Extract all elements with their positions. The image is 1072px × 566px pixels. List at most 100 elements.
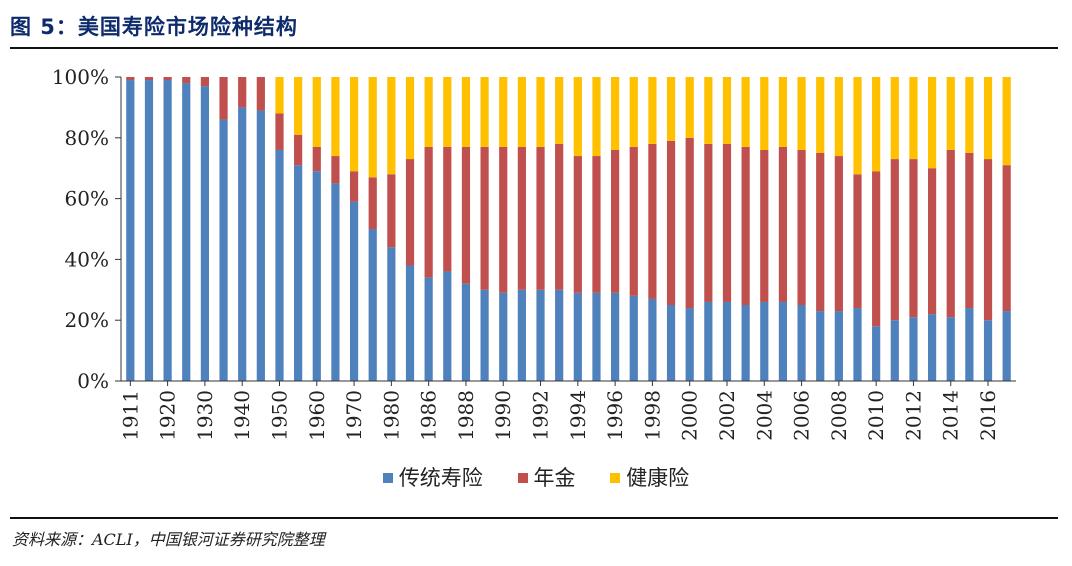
bar-segment-annuity (312, 146, 321, 172)
bar-segment-traditional-life (275, 149, 284, 381)
bar-segment-health (592, 77, 601, 157)
bar-segment-health (611, 77, 620, 150)
x-tick-label: 1994 (566, 390, 590, 441)
y-tick-label: 100% (52, 65, 109, 89)
bar-segment-annuity (872, 171, 881, 327)
bar-segment-health (312, 77, 321, 147)
bar-segment-annuity (368, 177, 377, 229)
bar-segment-health (629, 77, 638, 147)
bar-segment-traditional-life (872, 326, 881, 381)
source-note: 资料来源：ACLI，中国银河证券研究院整理 (12, 530, 325, 549)
bar-segment-health (294, 77, 303, 135)
bar-segment-annuity (331, 156, 340, 184)
bar-segment-health (927, 77, 937, 169)
bar-segment-traditional-life (909, 317, 918, 381)
x-tick-label: 1911 (118, 390, 142, 441)
bar-segment-annuity (834, 156, 843, 312)
bar-segment-traditional-life (648, 298, 657, 381)
y-tick-label: 80% (65, 126, 109, 150)
bar-segment-traditional-life (555, 289, 564, 381)
title-divider (10, 47, 1058, 49)
bar-segment-traditional-life (144, 80, 154, 381)
bar-segment-traditional-life (741, 305, 750, 381)
legend-item-traditional-life: 传统寿险 (382, 462, 483, 492)
bar-segment-health (816, 77, 825, 153)
bar-segment-annuity (741, 146, 750, 305)
bar-segment-health (480, 77, 489, 147)
bar-segment-health (536, 77, 545, 147)
bar-segment-annuity (349, 171, 359, 202)
bar-segment-annuity (461, 146, 471, 284)
bar-segment-traditional-life (238, 107, 247, 382)
x-tick-label: 2006 (790, 390, 814, 441)
bar-segment-traditional-life (704, 301, 713, 381)
bar-segment-annuity (182, 77, 191, 84)
bar-segment-annuity (1002, 165, 1011, 312)
bar-segment-health (573, 77, 582, 157)
bar-segment-traditional-life (517, 289, 526, 381)
bar-segment-health (648, 77, 657, 144)
bar-segment-health (368, 77, 377, 178)
stacked-bar-chart: 0% 20% 40% 60% 80% 100% 1911 1920 1930 1940 1950 19… (52, 65, 1016, 441)
bar-segment-annuity (126, 77, 135, 81)
bar-segment-annuity (946, 149, 955, 318)
bar-segment-annuity (611, 149, 620, 293)
bar-segment-traditional-life (182, 83, 191, 381)
bar-segment-annuity (909, 159, 918, 318)
bar-segment-traditional-life (219, 119, 228, 381)
bar-segment-health (1002, 77, 1011, 166)
bar-segment-health (499, 77, 508, 147)
legend-swatch-annuity (517, 473, 528, 483)
bar-segment-annuity (592, 156, 601, 293)
bar-segment-health (853, 77, 862, 175)
x-tick-label: 1986 (417, 390, 441, 441)
bar-segment-health (331, 77, 340, 157)
x-tick-label: 1990 (491, 390, 515, 441)
x-tick-label: 1992 (529, 390, 553, 441)
x-tick-label: 1996 (603, 390, 627, 441)
bar-segment-annuity (778, 146, 788, 302)
bar-segment-traditional-life (890, 320, 899, 381)
bar-segment-annuity (517, 146, 526, 290)
bar-segment-health (722, 77, 732, 144)
bar-segment-traditional-life (965, 308, 974, 381)
bar-segment-annuity (722, 143, 732, 302)
bar-segment-health (555, 77, 564, 144)
x-tick-label: 1970 (342, 390, 366, 441)
bar-segment-traditional-life (927, 314, 937, 381)
legend-label-annuity: 年金 (533, 466, 576, 490)
bar-segment-traditional-life (480, 289, 489, 381)
bar-segment-traditional-life (983, 320, 993, 381)
bar-segment-traditional-life (387, 247, 396, 381)
bar-segment-traditional-life (499, 292, 508, 381)
bar-segment-annuity (760, 149, 769, 302)
bar-segment-annuity (144, 77, 154, 81)
x-tick-label: 1950 (268, 390, 292, 441)
bar-segment-traditional-life (349, 201, 359, 381)
bar-segment-health (872, 77, 881, 172)
bar-segment-traditional-life (443, 271, 452, 381)
bar-segment-health (387, 77, 396, 175)
bar-segment-traditional-life (611, 292, 620, 381)
bar-segment-annuity (238, 77, 247, 108)
x-tick-label: 1998 (640, 390, 664, 441)
chart-legend: 传统寿险 年金 健康险 (0, 462, 1072, 492)
bar-segment-health (741, 77, 750, 147)
bar-segment-health (405, 77, 415, 160)
bar-segment-health (704, 77, 713, 144)
bar-segment-annuity (387, 174, 396, 248)
bar-segment-health (517, 77, 526, 147)
y-tick-label: 40% (65, 247, 109, 271)
bar-segment-annuity (797, 149, 806, 305)
bar-segment-annuity (685, 137, 694, 309)
y-tick-label: 60% (65, 187, 109, 211)
bar-segment-traditional-life (331, 183, 340, 381)
x-tick-label: 1988 (454, 390, 478, 441)
bar-segment-traditional-life (126, 80, 135, 381)
bar-segment-health (834, 77, 843, 157)
bar-segment-traditional-life (461, 283, 471, 381)
bar-segment-traditional-life (256, 110, 265, 381)
bar-segment-health (349, 77, 359, 172)
bar-segment-traditional-life (424, 277, 433, 381)
bar-segment-health (890, 77, 899, 160)
